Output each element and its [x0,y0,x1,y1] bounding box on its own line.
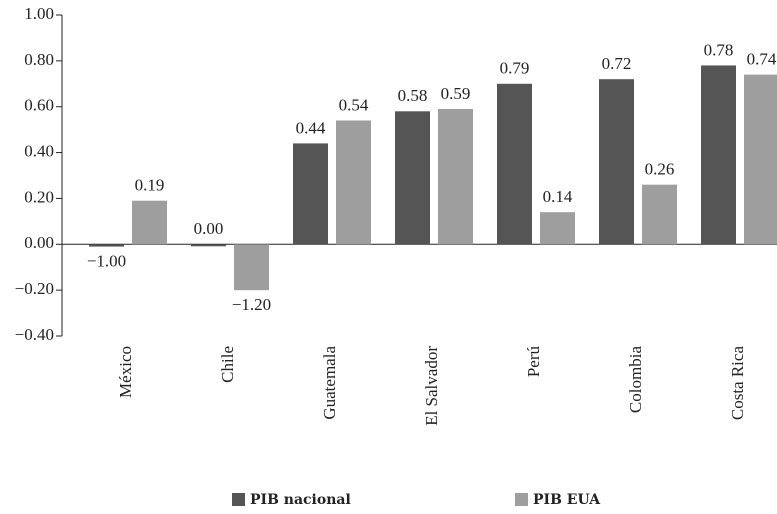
y-tick-label: 0.40 [24,141,54,160]
bar [132,200,167,245]
value-label: −1.00 [87,251,126,270]
bar [395,111,430,245]
value-label: 0.14 [543,187,573,206]
value-label: 0.78 [704,40,734,59]
value-label: 0.54 [339,95,369,114]
bar [744,74,777,245]
y-tick-label: 1.00 [24,4,54,23]
bar [497,83,532,245]
y-tick-label: 0.60 [24,96,54,115]
bar [701,65,736,245]
value-label: 0.74 [747,50,777,69]
value-label: 0.19 [135,176,165,195]
value-label: 0.00 [194,219,224,238]
value-label: 0.26 [645,160,675,179]
bar [191,244,226,247]
legend-label: PIB EUA [533,492,601,508]
value-label: 0.59 [441,84,471,103]
x-tick-label: Costa Rica [728,346,747,421]
y-tick-label: 0.20 [24,187,54,206]
value-label: 0.44 [296,118,326,137]
x-tick-label: El Salvador [422,346,441,426]
bar [89,244,124,247]
y-tick-label: 0.80 [24,50,54,69]
value-label: −1.20 [232,295,271,314]
x-tick-label: Chile [218,346,237,383]
value-label: 0.79 [500,59,530,78]
bar [642,184,677,245]
bar [234,244,269,291]
x-tick-label: Colombia [626,346,645,414]
bar [599,79,634,245]
legend-swatch [232,493,245,506]
bar [540,212,575,245]
x-tick-label: México [116,346,135,398]
y-tick-label: 0.00 [24,233,54,252]
x-tick-label: Perú [524,346,543,378]
value-label: 0.58 [398,86,428,105]
legend-label: PIB nacional [250,492,351,508]
y-tick-label: −0.40 [15,325,54,344]
x-tick-label: Guatemala [320,346,339,420]
bar [293,143,328,245]
y-tick-label: −0.20 [15,279,54,298]
legend-swatch [515,493,528,506]
bar [336,120,371,245]
value-label: 0.72 [602,54,632,73]
bar [438,109,473,245]
